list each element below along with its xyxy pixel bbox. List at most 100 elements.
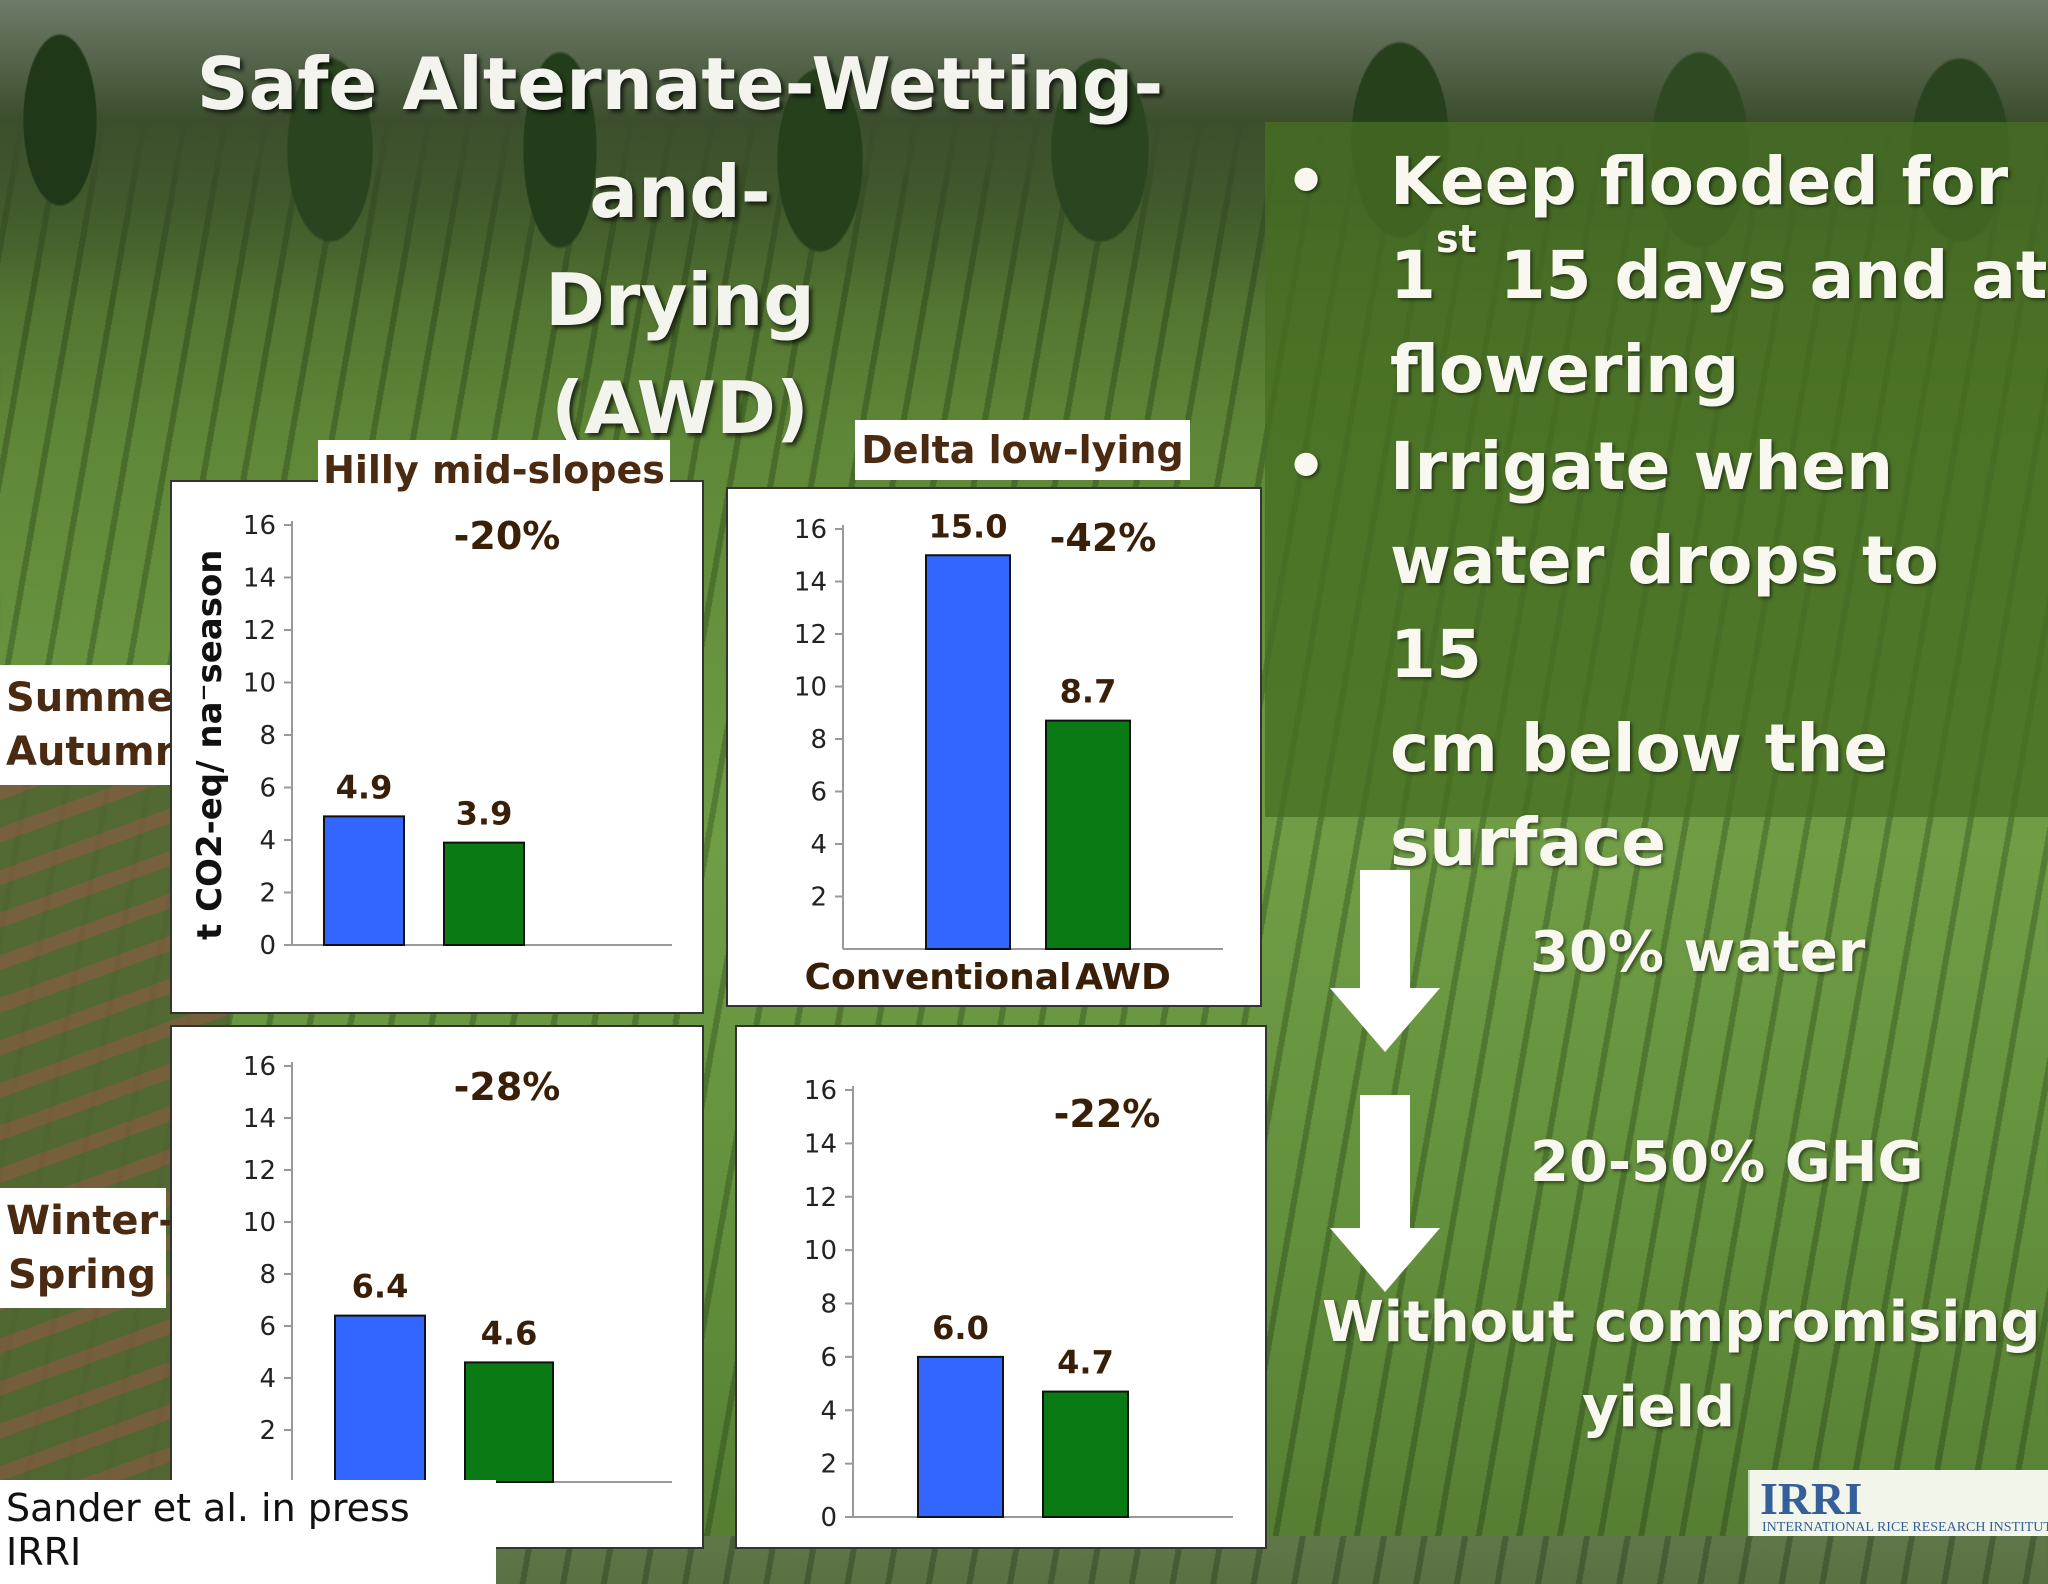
y-tick-label: 8 — [820, 1290, 837, 1320]
data-label: 6.0 — [932, 1309, 989, 1347]
y-tick-label: 0 — [820, 1503, 837, 1533]
title-line-1: Safe Alternate-Wetting-and- — [196, 42, 1164, 234]
bullet-number: 1 — [1390, 237, 1436, 314]
y-tick-label: 14 — [243, 1104, 276, 1134]
bullet-line: Keep flooded for — [1390, 143, 2009, 220]
chart-hilly-winter: 2 4 6 8 10 12 14 16 6.4 4.6 -28% — [170, 1025, 704, 1549]
yield-text-line-1: Without compromising — [1322, 1290, 2041, 1355]
data-label: 4.7 — [1057, 1344, 1114, 1382]
y-tick-label: 4 — [810, 830, 827, 860]
y-tick-label: 2 — [259, 879, 276, 909]
bullet-line: water drops to 15 — [1390, 522, 1939, 693]
season-label-line: Autumn — [6, 729, 184, 775]
chart-title-hilly: Hilly mid-slopes — [318, 440, 670, 500]
y-tick-label: 14 — [804, 1129, 837, 1159]
bullet-text: Keep flooded for 1st 15 days and at flow… — [1390, 135, 2048, 417]
y-tick-label: 8 — [259, 721, 276, 751]
y-tick-label: 10 — [804, 1236, 837, 1266]
chart-delta-summer-svg: 2 4 6 8 10 12 14 16 15.0 8.7 -42% Conventional AWD — [794, 507, 1223, 998]
season-label-line: Summer- — [6, 675, 211, 721]
y-tick-label: 4 — [259, 826, 276, 856]
y-tick-label: 16 — [794, 515, 827, 545]
y-tick-label: 2 — [810, 883, 827, 913]
bullet-line: flowering — [1390, 331, 1740, 408]
chart-delta-winter: 0 2 4 6 8 10 12 14 16 6.0 4.7 -22% — [735, 1025, 1267, 1549]
slide-title: Safe Alternate-Wetting-and- Drying (AWD) — [130, 30, 1230, 462]
y-tick-label: 10 — [794, 673, 827, 703]
info-panel — [1265, 122, 2048, 817]
y-tick-label: 14 — [794, 568, 827, 598]
data-label: 15.0 — [929, 507, 1008, 545]
data-label: 3.9 — [456, 795, 513, 833]
percent-change-label: -20% — [454, 514, 561, 558]
season-label-line: Winter- — [6, 1198, 175, 1244]
season-label-summer-autumn: Summer- Autumn — [0, 665, 211, 785]
y-tick-label: 8 — [810, 725, 827, 755]
chart-delta-summer: 2 4 6 8 10 12 14 16 15.0 8.7 -42% Conventional AWD — [726, 487, 1262, 1007]
y-tick-label: 4 — [820, 1396, 837, 1426]
y-tick-label: 12 — [243, 616, 276, 646]
bullet-text: Irrigate when water drops to 15 cm below… — [1390, 420, 2048, 890]
data-label: 4.6 — [481, 1314, 538, 1352]
y-axis-label-text: t CO2-eq/ na⁻season — [190, 549, 230, 940]
y-tick-label: 0 — [259, 931, 276, 961]
title-line-2: Drying — [545, 258, 815, 342]
y-tick-label: 8 — [259, 1260, 276, 1290]
title-line-3: (AWD) — [551, 366, 809, 450]
chart-hilly-summer-svg: 0 2 4 6 8 10 12 14 16 4.9 3.9 -20% — [243, 511, 672, 961]
season-label-winter-spring: Winter- Spring — [0, 1188, 175, 1308]
y-tick-label: 2 — [259, 1416, 276, 1446]
y-tick-label: 12 — [243, 1156, 276, 1186]
data-label: 8.7 — [1060, 673, 1117, 711]
chart-hilly-summer: 0 2 4 6 8 10 12 14 16 4.9 3.9 -20% — [170, 480, 704, 1014]
bar-conventional — [917, 1355, 1004, 1518]
yield-text-line-2: yield — [1582, 1375, 1735, 1440]
season-label-line: Spring — [8, 1252, 156, 1298]
bullet-superscript: st — [1435, 217, 1477, 261]
y-tick-label: 6 — [259, 774, 276, 804]
bar-awd — [1042, 1390, 1129, 1519]
chart-delta-winter-svg: 0 2 4 6 8 10 12 14 16 6.0 4.7 -22% — [804, 1076, 1233, 1533]
y-tick-label: 10 — [243, 669, 276, 699]
bullet-dot: • — [1285, 428, 1328, 505]
bullet-fragment: 15 days and at — [1476, 237, 2048, 314]
y-tick-label: 16 — [243, 1052, 276, 1082]
y-tick-label: 16 — [804, 1076, 837, 1106]
bullet-dot: • — [1285, 143, 1328, 220]
chart-title-delta: Delta low-lying — [855, 420, 1190, 480]
citation: Sander et al. in press IRRI — [0, 1480, 496, 1584]
y-tick-label: 2 — [820, 1450, 837, 1480]
y-tick-label: 12 — [794, 620, 827, 650]
bar-awd — [464, 1361, 554, 1483]
y-tick-label: 6 — [810, 778, 827, 808]
bullet-line: cm below the — [1390, 710, 1889, 787]
chart-hilly-winter-svg: 2 4 6 8 10 12 14 16 6.4 4.6 -28% — [243, 1052, 672, 1483]
irri-logo: IRRI INTERNATIONAL RICE RESEARCH INSTITU… — [1748, 1470, 2048, 1536]
x-category-label: AWD — [1075, 957, 1171, 998]
x-category-label: Conventional — [805, 957, 1072, 998]
bar-conventional — [925, 554, 1011, 950]
y-tick-label: 10 — [243, 1208, 276, 1238]
ghg-reduction-text: 20-50% GHG — [1530, 1130, 1924, 1195]
logo-mark: IRRI — [1760, 1473, 1863, 1524]
y-tick-label: 6 — [259, 1312, 276, 1342]
data-label: 4.9 — [336, 768, 393, 806]
percent-change-label: -28% — [454, 1065, 561, 1109]
bar-awd — [1045, 719, 1131, 950]
logo-subtitle: INTERNATIONAL RICE RESEARCH INSTITUTE — [1762, 1520, 2048, 1535]
bullet-line: 1st 15 days and at — [1390, 220, 2048, 323]
percent-change-label: -22% — [1054, 1092, 1161, 1136]
bar-awd — [443, 841, 525, 946]
bullet-line: surface — [1390, 804, 1666, 881]
water-savings-text: 30% water — [1530, 920, 1866, 985]
y-tick-label: 12 — [804, 1183, 837, 1213]
bullet-line: Irrigate when — [1390, 428, 1894, 505]
y-tick-label: 14 — [243, 564, 276, 594]
bar-conventional — [334, 1314, 426, 1483]
y-tick-label: 16 — [243, 511, 276, 541]
data-label: 6.4 — [352, 1268, 409, 1306]
y-tick-label: 6 — [820, 1343, 837, 1373]
percent-change-label: -42% — [1050, 516, 1157, 560]
y-tick-label: 4 — [259, 1364, 276, 1394]
bar-conventional — [323, 815, 405, 946]
